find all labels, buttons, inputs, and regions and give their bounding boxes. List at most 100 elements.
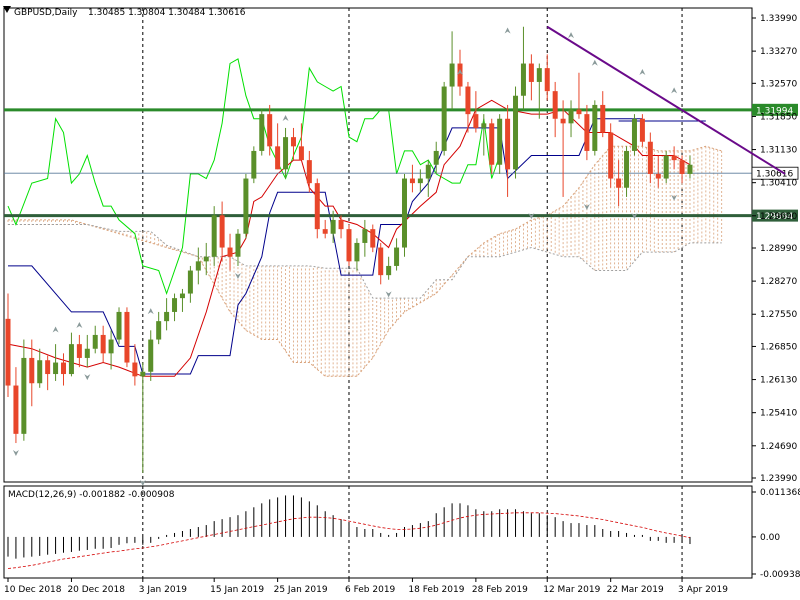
candle-body: [13, 385, 19, 434]
fractal-up-arrow: [52, 326, 59, 333]
fractal-down-arrow: [12, 450, 19, 457]
macd-y-axis-tick-label: -0.009386: [760, 570, 800, 580]
candle: [513, 86, 519, 179]
candle: [259, 109, 265, 156]
candle-body: [378, 247, 384, 276]
candle: [576, 72, 582, 119]
candle-body: [187, 270, 193, 294]
candle: [520, 26, 526, 110]
candle-body: [267, 114, 273, 147]
candle: [187, 265, 193, 303]
candle-body: [108, 339, 114, 354]
candle-body: [314, 183, 320, 230]
candle: [322, 219, 328, 239]
y-axis-tick-label: 1.27550: [760, 310, 797, 320]
candle: [84, 334, 90, 368]
candle: [219, 201, 225, 262]
candle: [251, 146, 257, 184]
candle: [37, 348, 43, 388]
candle-body: [449, 63, 455, 87]
candle: [68, 332, 74, 377]
candle-body: [148, 339, 154, 372]
candle-body: [275, 146, 281, 170]
candle-body: [600, 104, 606, 133]
candle-body: [5, 318, 11, 386]
fractal-down-arrow: [528, 213, 535, 220]
x-axis-tick-label: 22 Mar 2019: [607, 585, 664, 595]
candle-body: [179, 293, 185, 299]
candle-body: [520, 63, 526, 96]
candle: [647, 132, 653, 184]
candle-body: [298, 146, 304, 161]
candle-body: [386, 265, 392, 276]
candle-body: [624, 150, 630, 188]
level-price-tag: [752, 209, 798, 222]
candle: [608, 123, 614, 188]
candle-body: [568, 109, 574, 124]
y-axis-tick-label: 1.28990: [760, 244, 797, 254]
candle: [505, 104, 511, 197]
macd-y-axis-tick-label: 0.011368: [760, 488, 800, 498]
macd-header: MACD(12,26,9) -0.001882 -0.000908: [8, 490, 175, 500]
x-axis-tick-label: 20 Dec 2018: [67, 585, 125, 595]
candle-body: [576, 109, 582, 115]
senkou-span-b: [8, 224, 722, 299]
fractal-down-arrow: [583, 203, 590, 210]
candle-body: [76, 344, 82, 358]
candle-body: [164, 311, 170, 322]
macd-y-axis-tick-label: 0.00: [760, 533, 780, 543]
candle: [211, 206, 217, 266]
candle: [227, 233, 233, 271]
candle-body: [433, 150, 439, 165]
candle: [330, 210, 336, 243]
candle-body: [29, 357, 35, 384]
candle: [116, 307, 122, 345]
candle: [592, 100, 598, 156]
fractal-up-arrow: [147, 308, 154, 315]
candle-body: [457, 63, 463, 87]
fractal-down-arrow: [234, 272, 241, 279]
y-axis-tick-label: 1.28270: [760, 277, 797, 287]
candle-body: [663, 155, 669, 179]
candle-body: [497, 118, 503, 165]
candle: [639, 114, 645, 147]
candle: [687, 155, 693, 179]
fractals: [12, 27, 678, 486]
candle-body: [394, 247, 400, 266]
candle-body: [370, 229, 376, 248]
candle: [449, 31, 455, 110]
candle-body: [227, 247, 233, 257]
candle-body: [211, 215, 217, 257]
candle: [195, 247, 201, 285]
main-frame: [3, 7, 753, 483]
candle-body: [402, 178, 407, 248]
dropdown-triangle-icon: [3, 6, 11, 13]
candle-body: [647, 141, 653, 174]
candle-body: [283, 137, 289, 170]
candle: [465, 81, 471, 133]
candle-body: [140, 371, 146, 377]
candle: [314, 178, 320, 239]
candle: [536, 63, 542, 119]
candle-body: [417, 178, 423, 184]
candle: [544, 54, 550, 101]
candle: [148, 330, 154, 381]
y-axis-tick-label: 1.33270: [760, 47, 797, 57]
candles: [5, 26, 693, 473]
candle: [624, 146, 630, 197]
candle: [473, 91, 479, 133]
fractal-up-arrow: [504, 27, 511, 34]
candle: [409, 164, 415, 193]
candle: [108, 330, 114, 370]
candle-body: [92, 334, 98, 349]
candle-body: [425, 164, 431, 179]
x-axis-tick-label: 15 Jan 2019: [210, 585, 264, 595]
candle: [378, 242, 384, 285]
candle-body: [243, 178, 249, 234]
level-price-tag: [752, 103, 798, 116]
candle-body: [195, 261, 201, 271]
candle-body: [124, 311, 130, 363]
candle-body: [544, 68, 550, 92]
y-axis-tick-label: 1.33990: [760, 14, 797, 24]
